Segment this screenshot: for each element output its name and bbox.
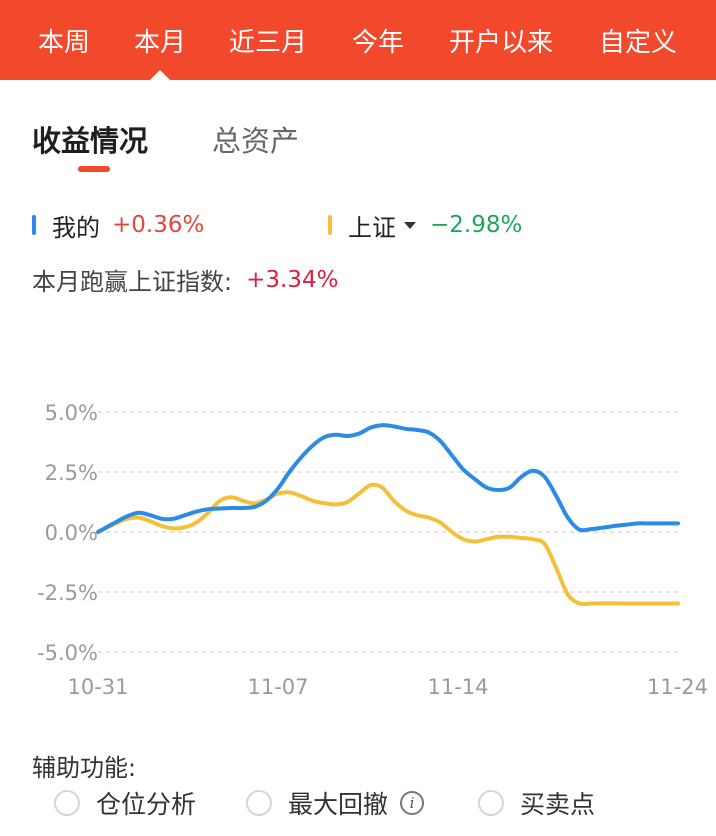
x-tick-label: 11-24 (647, 675, 708, 699)
period-tab-bar: 本周 本月 近三月 今年 开户以来 自定义 (0, 0, 716, 80)
option-position-analysis[interactable]: 仓位分析 (54, 786, 196, 820)
legend-name-mine: 我的 (52, 213, 100, 242)
tab-label: 开户以来 (448, 27, 553, 58)
y-tick-label: -2.5% (37, 581, 98, 605)
tab-this-year[interactable]: 今年 (338, 0, 418, 80)
radio-max-drawdown[interactable] (246, 790, 272, 816)
beat-index-label: 本月跑赢上证指数: (32, 268, 233, 296)
subtab-earnings[interactable]: 收益情况 (32, 124, 149, 158)
caret-down-icon[interactable] (404, 221, 416, 229)
tab-label: 本月 (133, 27, 186, 58)
radio-position-analysis[interactable] (54, 790, 80, 816)
legend-name-index: 上证 (348, 213, 396, 242)
option-label: 仓位分析 (96, 790, 197, 819)
option-max-drawdown[interactable]: 最大回撤 i (246, 786, 425, 820)
aux-title: 辅助功能: (32, 754, 137, 782)
y-tick-label: 0.0% (45, 521, 98, 545)
x-tick-label: 10-31 (67, 675, 128, 699)
x-tick-label: 11-07 (247, 675, 308, 699)
tab-label: 本周 (37, 27, 90, 58)
y-tick-label: -5.0% (37, 641, 98, 665)
tab-last-three-months[interactable]: 近三月 (218, 0, 318, 80)
subtab-total-assets[interactable]: 总资产 (212, 124, 300, 158)
radio-buy-sell-points[interactable] (478, 790, 504, 816)
legend-color-index (328, 215, 332, 235)
y-tick-label: 2.5% (45, 461, 98, 485)
series-line-mine (96, 423, 680, 534)
y-tick-label: 5.0% (45, 401, 98, 425)
legend-index[interactable]: 上证 −2.98% (328, 208, 522, 242)
tab-label: 近三月 (228, 27, 307, 58)
x-tick-label: 11-14 (427, 675, 488, 699)
option-label: 买卖点 (520, 790, 596, 819)
subtab-underline (78, 166, 110, 172)
tab-this-month[interactable]: 本月 (120, 0, 200, 80)
legend-value-index: −2.98% (430, 212, 523, 238)
beat-index-value: +3.34% (246, 266, 339, 293)
earnings-line-chart: 5.0% 2.5% 0.0% -2.5% -5.0% 10-31 11-07 11-14 11-… (37, 401, 708, 699)
tab-this-week[interactable]: 本周 (24, 0, 104, 80)
legend-value-mine: +0.36% (112, 212, 205, 238)
info-icon[interactable]: i (400, 791, 425, 815)
beat-index-row: 本月跑赢上证指数: +3.34% (32, 262, 338, 297)
tab-custom[interactable]: 自定义 (588, 0, 688, 80)
option-buy-sell-points[interactable]: 买卖点 (478, 786, 595, 820)
legend-color-mine (32, 215, 36, 235)
option-label: 最大回撤 (288, 790, 389, 819)
series-line-index (96, 482, 680, 607)
tab-label: 自定义 (598, 27, 677, 58)
legend-mine: 我的 +0.36% (32, 208, 204, 242)
active-tab-indicator (150, 70, 170, 80)
tab-since-opening[interactable]: 开户以来 (436, 0, 566, 80)
tab-label: 今年 (351, 27, 404, 58)
